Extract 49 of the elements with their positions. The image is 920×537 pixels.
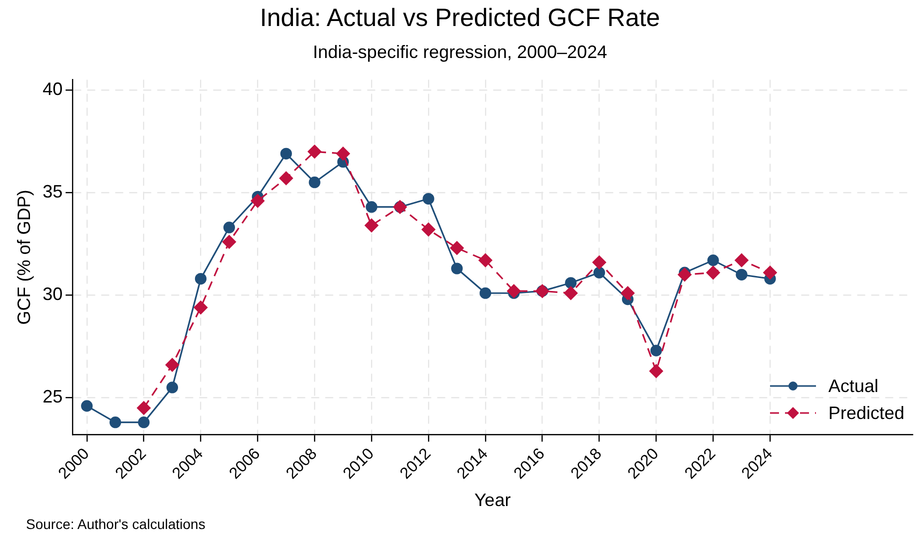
point (308, 176, 320, 188)
point (81, 400, 93, 412)
point (165, 358, 180, 372)
point (336, 146, 350, 160)
legend-label: Actual (828, 374, 878, 398)
point (422, 222, 436, 236)
point (366, 201, 378, 213)
point (649, 364, 663, 378)
point (650, 344, 662, 356)
point (308, 144, 322, 158)
source-note: Source: Author's calculations (26, 516, 206, 532)
point (422, 192, 434, 205)
legend-label: Predicted (828, 402, 904, 425)
point (194, 272, 207, 285)
point (736, 268, 748, 280)
chart-title: India: Actual vs Predicted GCF Rate (258, 4, 662, 33)
point (166, 382, 178, 394)
point (763, 266, 777, 280)
point (136, 401, 151, 415)
point (194, 300, 208, 314)
y-tick-label: 30 (42, 284, 63, 304)
point (564, 277, 577, 289)
y-axis-title: GCF (% of GDP) (14, 190, 34, 325)
point (280, 148, 292, 160)
point (564, 286, 578, 300)
y-tick-label: 40 (42, 79, 63, 100)
chart-subtitle: India-specific regression, 2000–2024 (312, 42, 608, 63)
point (478, 254, 492, 268)
y-tick-label: 35 (42, 182, 63, 202)
point (451, 262, 463, 274)
point (734, 254, 748, 268)
point (110, 416, 122, 428)
point (706, 266, 720, 280)
point (364, 218, 378, 232)
point (279, 171, 293, 186)
point (223, 222, 235, 234)
point (138, 416, 150, 428)
point (450, 241, 464, 255)
x-axis-title: Year (474, 490, 511, 510)
point (592, 256, 606, 270)
point (507, 284, 521, 298)
point (250, 194, 264, 208)
point (678, 268, 692, 282)
point (222, 235, 236, 249)
point (707, 254, 719, 266)
y-tick-label: 25 (42, 386, 63, 407)
point (480, 287, 492, 299)
point (620, 286, 635, 300)
point (593, 266, 606, 278)
